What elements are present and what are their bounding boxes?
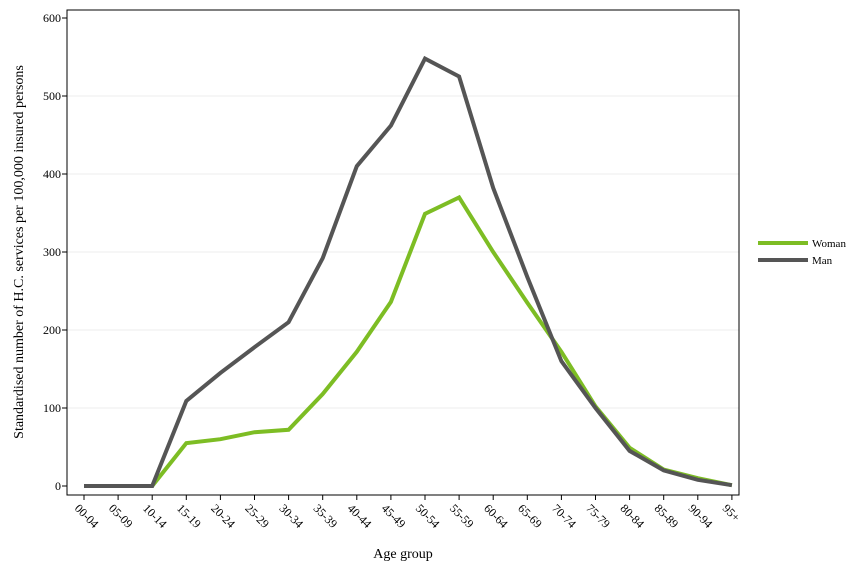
x-tick-label: 35-39 (311, 501, 341, 531)
x-tick-label: 45-49 (379, 501, 409, 531)
x-tick-label: 05-09 (106, 501, 136, 531)
y-tick-label: 100 (43, 401, 61, 415)
x-tick-label: 85-89 (652, 501, 682, 531)
x-tick-label: 80-84 (617, 501, 647, 531)
grid-layer (67, 95, 739, 409)
y-tick-label: 400 (43, 167, 61, 181)
x-tick-label: 40-44 (345, 501, 375, 531)
y-tick-label: 600 (43, 11, 61, 25)
x-tick-label: 70-74 (549, 501, 579, 531)
x-tick-label: 00-04 (72, 501, 102, 531)
legend-label-man: Man (812, 255, 833, 267)
y-tick-label: 500 (43, 89, 61, 103)
x-tick-label: 20-24 (208, 501, 238, 531)
x-tick-label: 30-34 (276, 501, 306, 531)
x-tick-label: 25-29 (242, 501, 272, 531)
x-tick-label: 15-19 (174, 501, 204, 531)
x-tick-label: 75-79 (583, 501, 613, 531)
x-axis: 00-04 05-09 10-14 15-19 20-24 25-29 30-34 35-39… (72, 495, 743, 531)
x-axis-title: Age group (373, 547, 433, 562)
legend: Woman Man (758, 238, 846, 267)
series-line-man (84, 55, 733, 488)
series-line-woman (84, 194, 733, 488)
series-layer (84, 55, 733, 488)
y-axis-title: Standardised number of H.C. services per… (12, 65, 27, 439)
x-tick-label: 60-64 (481, 501, 511, 531)
x-tick-label: 10-14 (140, 501, 170, 531)
x-tick-label: 55-59 (447, 501, 477, 531)
y-tick-label: 300 (43, 245, 61, 259)
y-tick-label: 0 (55, 479, 61, 493)
y-axis: 0 100 200 300 400 500 600 (43, 11, 67, 493)
x-tick-label: 50-54 (413, 501, 443, 531)
x-tick-label: 65-69 (515, 501, 545, 531)
x-tick-label: 95+ (720, 501, 743, 524)
y-tick-label: 200 (43, 323, 61, 337)
legend-label-woman: Woman (812, 238, 846, 250)
x-tick-label: 90-94 (686, 501, 716, 531)
